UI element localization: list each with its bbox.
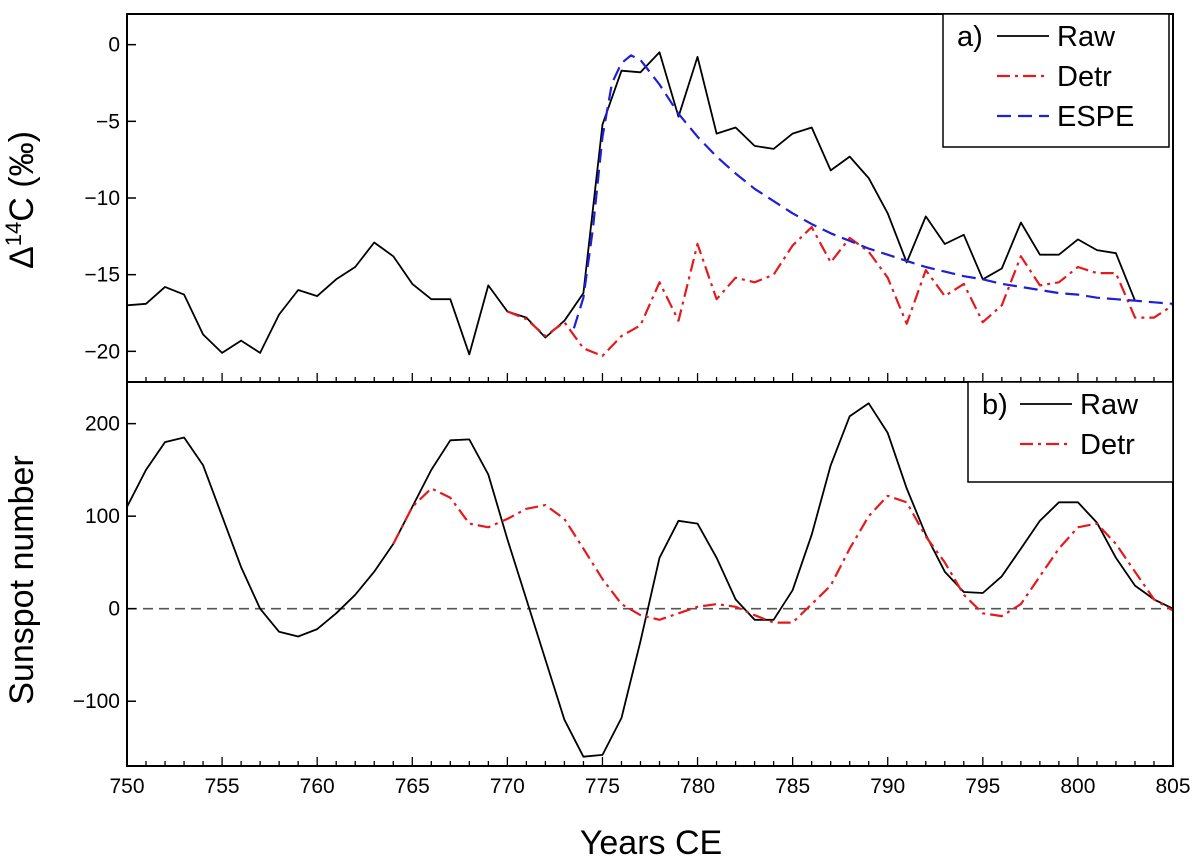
x-tick-label: 780 [680,775,715,798]
panel-a-series-group [126,51,1174,357]
x-tick-label: 750 [109,775,144,798]
panel-b-y-ticks: 200 100 0 −100 [73,413,136,713]
panel-label: a) [957,21,983,53]
panel-a-legend: a) Raw Detr ESPE [942,13,1170,148]
panel-b-frame [126,381,1174,767]
x-tick-label: 795 [965,775,1000,798]
x-tick-label: 760 [300,775,335,798]
legend-label-raw: Raw [1057,21,1116,53]
x-axis-title: Years CE [580,824,722,862]
y-tick-label: 100 [85,505,120,528]
panel-a-delta14c: 0 −5 −10 −15 −20 a) Raw Detr ESPE Δ14C (‰) [1,13,1174,383]
y-tick-label: −10 [84,187,120,210]
y-tick-label: 200 [85,413,120,436]
legend-label-espe: ESPE [1057,101,1134,133]
y-tick-label: −5 [96,110,120,133]
x-tick-label: 800 [1060,775,1095,798]
x-tick-label: 790 [870,775,905,798]
x-tick-label: 805 [1155,775,1190,798]
legend-box [967,381,1174,483]
panel-a-y-axis-title: Δ14C (‰) [1,131,42,269]
legend-box [942,13,1170,148]
x-tick-label: 770 [490,775,525,798]
legend-label-detr: Detr [1057,61,1112,93]
x-tick-label: 785 [775,775,810,798]
series-line-detr [506,226,1174,357]
panel-b-x-ticks: 750 755 760 765 770 775 780 785 790 795 800 805 [109,757,1191,798]
panel-b-legend: b) Raw Detr [967,381,1174,483]
panel-b-y-axis-title: Sunspot number [3,455,41,705]
legend-label-raw: Raw [1080,389,1139,421]
y-tick-label: −100 [73,690,120,713]
y-tick-label: −20 [84,340,120,363]
panel-a-x-ticks [126,373,1174,382]
y-tick-label: 0 [108,598,120,621]
series-line-espe [572,54,1174,329]
panel-a-y-ticks: 0 −5 −10 −15 −20 [84,34,136,363]
x-tick-label: 765 [395,775,430,798]
x-tick-label: 755 [205,775,240,798]
y-tick-label: −15 [84,264,120,287]
x-tick-label: 775 [585,775,620,798]
panel-label: b) [982,389,1008,421]
y-tick-label: 0 [108,34,120,57]
series-line-raw [126,402,1174,758]
panel-b-series-group [126,402,1174,758]
series-line-raw [126,51,1136,356]
legend-label-detr: Detr [1080,429,1135,461]
series-line-detr [392,487,1174,624]
